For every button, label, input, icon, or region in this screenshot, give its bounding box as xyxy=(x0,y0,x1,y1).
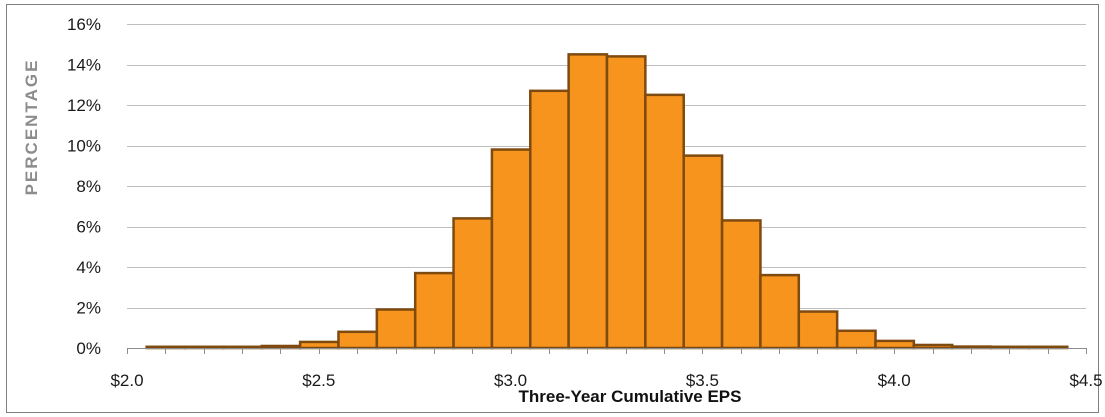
y-tick-label: 2% xyxy=(76,299,101,318)
histogram-bar xyxy=(222,345,264,350)
histogram-bar xyxy=(605,55,647,350)
histogram-bar xyxy=(413,271,455,350)
histogram-bar xyxy=(874,339,916,350)
y-tick-label: 14% xyxy=(67,56,101,75)
histogram-bar xyxy=(452,217,494,350)
histogram-bar xyxy=(797,310,839,350)
histogram-bar xyxy=(950,345,992,350)
x-tick-label: $4.0 xyxy=(878,371,911,390)
x-tick-label: $4.5 xyxy=(1069,371,1102,390)
y-tick-label: 4% xyxy=(76,258,101,277)
bars xyxy=(145,53,1069,350)
x-tick-label: $2.0 xyxy=(110,371,143,390)
y-axis-title: PERCENTAGE xyxy=(22,59,41,196)
x-axis-title: Three-Year Cumulative EPS xyxy=(519,387,742,406)
histogram-bar xyxy=(260,344,302,350)
axes xyxy=(127,348,1087,354)
x-tick-labels: $2.0 $2.5 $3.0 $3.5 $4.0 $4.5 xyxy=(110,371,1102,390)
x-tick-label: $3.0 xyxy=(494,371,527,390)
histogram-bar xyxy=(337,330,379,350)
y-tick-label: 12% xyxy=(67,96,101,115)
y-tick-label: 8% xyxy=(76,177,101,196)
histogram-bar xyxy=(644,93,685,350)
histogram-bar xyxy=(567,53,609,350)
histogram-bar xyxy=(682,154,724,350)
histogram-bar xyxy=(835,329,877,350)
histogram-bar xyxy=(145,345,187,350)
y-tick-label: 16% xyxy=(67,15,101,34)
histogram-bar xyxy=(183,345,225,350)
y-tick-label: 10% xyxy=(67,137,101,156)
y-tick-label: 6% xyxy=(76,218,101,237)
histogram-bar xyxy=(759,273,801,350)
histogram-bar xyxy=(1027,345,1069,350)
x-tick-label: $2.5 xyxy=(302,371,335,390)
x-tick-label: $3.5 xyxy=(686,371,719,390)
histogram-bar xyxy=(490,148,532,350)
y-tick-label: 0% xyxy=(76,339,101,358)
histogram-bar xyxy=(720,219,762,350)
histogram-bar xyxy=(298,340,340,350)
y-tick-labels: 0% 2% 4% 6% 8% 10% 12% 14% 16% xyxy=(67,15,101,358)
histogram-bar xyxy=(989,345,1031,350)
histogram-bar xyxy=(912,343,954,350)
histogram-bar xyxy=(529,89,570,350)
histogram-bar xyxy=(375,308,417,350)
